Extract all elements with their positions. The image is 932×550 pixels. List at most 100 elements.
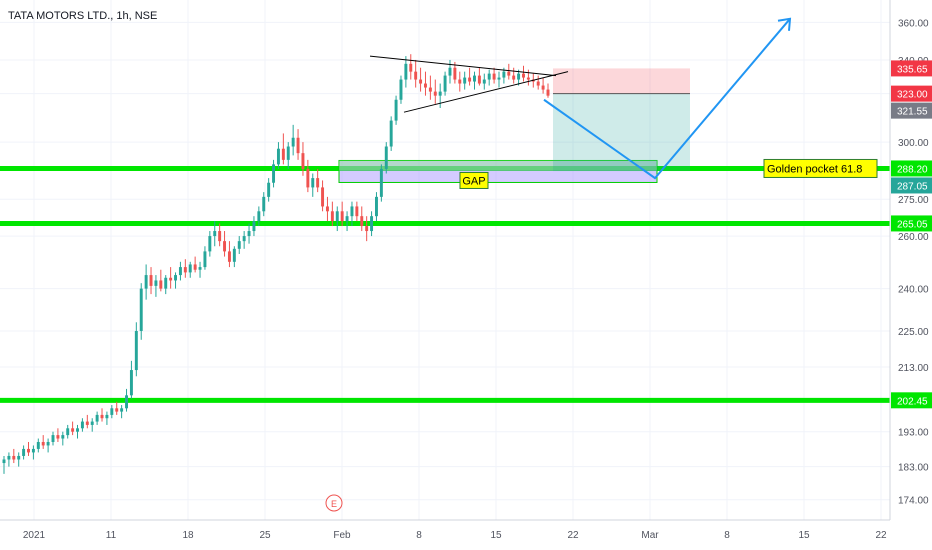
price-badge: [891, 60, 932, 77]
price-tick-label: 360.00: [898, 18, 929, 29]
candle-body: [262, 196, 266, 212]
price-tick-label: 300.00: [898, 138, 929, 149]
candle-body: [301, 153, 305, 169]
candle-body: [330, 211, 334, 222]
candle-body: [370, 216, 374, 232]
price-badge: [891, 102, 932, 119]
candle-body: [463, 77, 467, 84]
candles-layer: [2, 54, 550, 474]
price-badge-label: 323.00: [897, 90, 928, 101]
candle-body: [507, 71, 511, 76]
time-axis[interactable]: 2021 11 18 25 Feb 8 15 22 Mar 8 15 22: [23, 530, 887, 541]
candle-body: [384, 146, 388, 169]
target-zone: [553, 93, 690, 172]
price-badge-label: 288.20: [897, 164, 928, 175]
price-badge: [891, 215, 932, 232]
candle-body: [139, 288, 143, 331]
candle-body: [223, 241, 227, 252]
candle-body: [438, 91, 442, 96]
candle-body: [22, 448, 26, 456]
candle-body: [541, 85, 545, 90]
time-tick-label: Mar: [641, 530, 659, 541]
price-badge-label: 202.45: [897, 396, 928, 407]
triangle-upper-line: [369, 55, 557, 77]
candle-body: [237, 241, 241, 249]
drawings-layer: GAP Golden pocket 61.8 E: [325, 17, 878, 512]
price-badge: [891, 392, 932, 409]
golden-pocket-label: Golden pocket 61.8: [767, 163, 862, 175]
time-tick-label: 8: [724, 530, 730, 541]
price-badge: [891, 177, 932, 194]
candle-body: [110, 408, 114, 415]
candle-body: [129, 370, 133, 396]
candle-body: [51, 435, 55, 442]
candle-body: [85, 421, 89, 425]
price-tick-label: 193.00: [898, 428, 929, 439]
candle-body: [203, 251, 207, 268]
candle-body: [522, 73, 525, 78]
gap-zone-upper: [339, 160, 657, 171]
candle-body: [208, 236, 212, 252]
stop-loss-zone: [553, 68, 690, 94]
levels-layer: [0, 165, 890, 403]
candle-body: [536, 81, 540, 86]
candle-body: [321, 187, 325, 207]
candle-body: [178, 267, 182, 276]
price-badge-label: 335.65: [897, 64, 928, 75]
projection-path: [543, 18, 791, 180]
time-tick-label: 22: [875, 530, 887, 541]
candle-body: [36, 441, 40, 449]
time-tick-label: 18: [182, 530, 194, 541]
candle-body: [487, 73, 491, 80]
candle-body: [80, 421, 84, 429]
candle-body: [183, 267, 187, 273]
candle-body: [399, 79, 403, 100]
candle-body: [115, 408, 119, 412]
candle-body: [468, 77, 472, 82]
candle-body: [232, 248, 236, 262]
candle-body: [272, 164, 276, 183]
candle-body: [394, 99, 398, 121]
time-tick-label: Feb: [333, 530, 351, 541]
price-badges: 335.65 323.00 321.55 288.20 287.05 265.05 202.…: [891, 60, 932, 409]
price-badge-label: 287.05: [897, 181, 928, 192]
candle-body: [340, 211, 344, 222]
price-badge-label: 321.55: [897, 107, 928, 118]
price-tick-label: 174.00: [898, 496, 929, 507]
candle-body: [144, 275, 148, 289]
chart-title: TATA MOTORS LTD., 1h, NSE: [8, 10, 157, 22]
time-tick-label: 8: [416, 530, 422, 541]
candle-body: [242, 236, 246, 242]
triangle-lower-line: [403, 71, 569, 113]
candle-body: [355, 206, 359, 217]
earnings-marker-icon: [325, 494, 343, 512]
zones-layer: [338, 68, 690, 183]
candle-body: [409, 63, 413, 72]
candle-body: [458, 79, 462, 84]
time-tick-label: 25: [259, 530, 271, 541]
candle-body: [46, 441, 50, 446]
candle-body: [316, 178, 320, 188]
projection-arrowhead: [777, 17, 792, 31]
candle-body: [404, 63, 408, 80]
candle-body: [120, 408, 124, 412]
candle-body: [247, 231, 251, 237]
candle-body: [453, 67, 457, 80]
candle-body: [218, 231, 222, 242]
candle-body: [95, 414, 99, 422]
price-tick-label: 183.00: [898, 463, 929, 474]
candle-body: [71, 428, 75, 432]
price-badge: [891, 160, 932, 177]
candle-body: [448, 67, 452, 76]
candle-body: [492, 73, 496, 80]
candle-body: [100, 414, 104, 419]
candle-body: [473, 75, 476, 82]
candle-body: [477, 75, 481, 84]
candle-body: [291, 137, 295, 147]
candle-body: [257, 211, 261, 222]
candle-body: [419, 79, 423, 84]
candle-body: [2, 459, 6, 464]
price-tick-label: 260.00: [898, 232, 929, 243]
time-tick-label: 15: [490, 530, 502, 541]
